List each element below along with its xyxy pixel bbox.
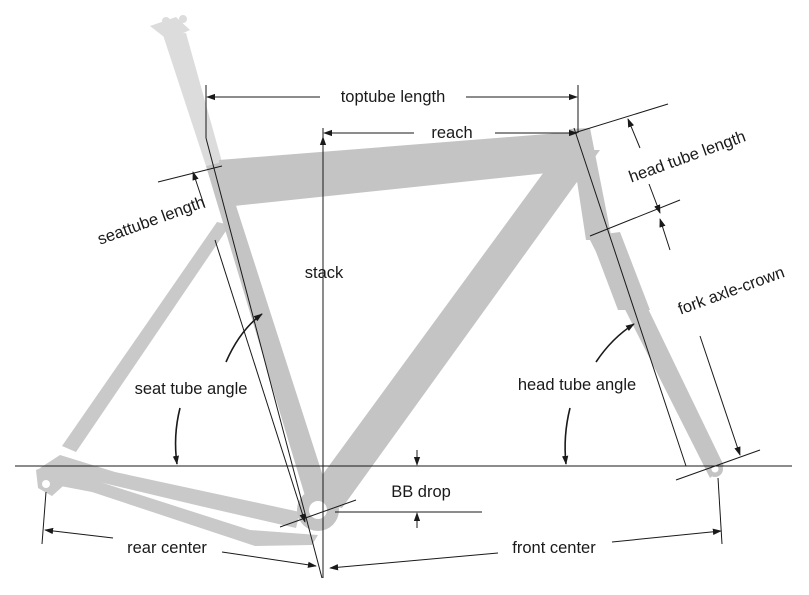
reference-lines bbox=[15, 85, 792, 579]
rear-center-arrow-right bbox=[221, 551, 317, 568]
head-tube-top-extension bbox=[573, 103, 669, 134]
fork-axle-crown-arrow-top bbox=[659, 218, 671, 251]
label-seat-tube-angle: seat tube angle bbox=[135, 380, 248, 398]
seatpost bbox=[150, 15, 222, 166]
front-center-arrow-right bbox=[611, 528, 722, 543]
rear-center-arrow-left bbox=[44, 527, 114, 539]
main-triangle bbox=[206, 128, 724, 531]
seattube-length-arrow-bottom bbox=[214, 239, 306, 523]
label-head-tube-angle: head tube angle bbox=[518, 376, 636, 394]
head-tube-axis bbox=[573, 127, 687, 467]
rear-triangle bbox=[36, 222, 318, 546]
seat-tube-angle-arc-lower bbox=[172, 407, 181, 465]
front-axle-extension bbox=[717, 477, 723, 545]
label-stack: stack bbox=[305, 264, 344, 282]
bicycle-frame bbox=[36, 15, 724, 546]
label-fork-axle-crown: fork axle-crown bbox=[676, 263, 787, 318]
head-tube-length-arrow-bottom bbox=[648, 183, 661, 214]
angle-arcs bbox=[172, 313, 635, 465]
label-front-center: front center bbox=[512, 539, 596, 557]
rear-axle-extension bbox=[41, 491, 47, 545]
head-tube-angle-arc-lower bbox=[562, 407, 571, 465]
seattube-length-arrow-top bbox=[192, 171, 206, 209]
head-tube-bottom-extension bbox=[589, 199, 681, 237]
label-toptube-length: toptube length bbox=[341, 88, 446, 106]
seat-tube-top-extension bbox=[157, 165, 223, 183]
label-rear-center: rear center bbox=[127, 539, 207, 557]
seat-tube-axis bbox=[205, 137, 323, 579]
dimension-arrows bbox=[44, 93, 741, 571]
label-bb-drop: BB drop bbox=[391, 483, 451, 501]
label-head-tube-length: head tube length bbox=[626, 127, 748, 186]
head-tube-angle-arc-upper bbox=[595, 323, 635, 363]
head-tube-length-arrow-top bbox=[627, 118, 641, 149]
seat-tube-angle-arc-upper bbox=[225, 313, 263, 363]
label-seattube-length: seattube length bbox=[95, 193, 207, 249]
seat-tube-bottom-extension bbox=[279, 499, 357, 528]
fork-axle-crown-arrow-bottom bbox=[699, 335, 741, 456]
label-reach: reach bbox=[431, 124, 472, 142]
axle-crown-bottom-extension bbox=[675, 449, 761, 481]
front-center-arrow-left bbox=[329, 552, 499, 571]
